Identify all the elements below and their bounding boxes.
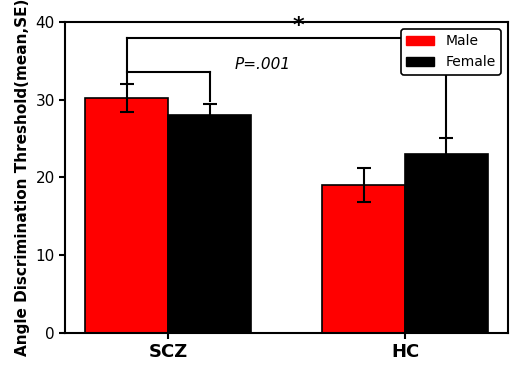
Bar bbox=[168, 115, 251, 333]
Bar bbox=[405, 154, 488, 333]
Text: *: * bbox=[293, 16, 304, 36]
Legend: Male, Female: Male, Female bbox=[401, 29, 501, 75]
Y-axis label: Angle Discrimination Threshold(mean,SE): Angle Discrimination Threshold(mean,SE) bbox=[15, 0, 30, 356]
Text: P=.001: P=.001 bbox=[235, 57, 291, 72]
Bar bbox=[85, 98, 168, 333]
Bar bbox=[322, 185, 405, 333]
